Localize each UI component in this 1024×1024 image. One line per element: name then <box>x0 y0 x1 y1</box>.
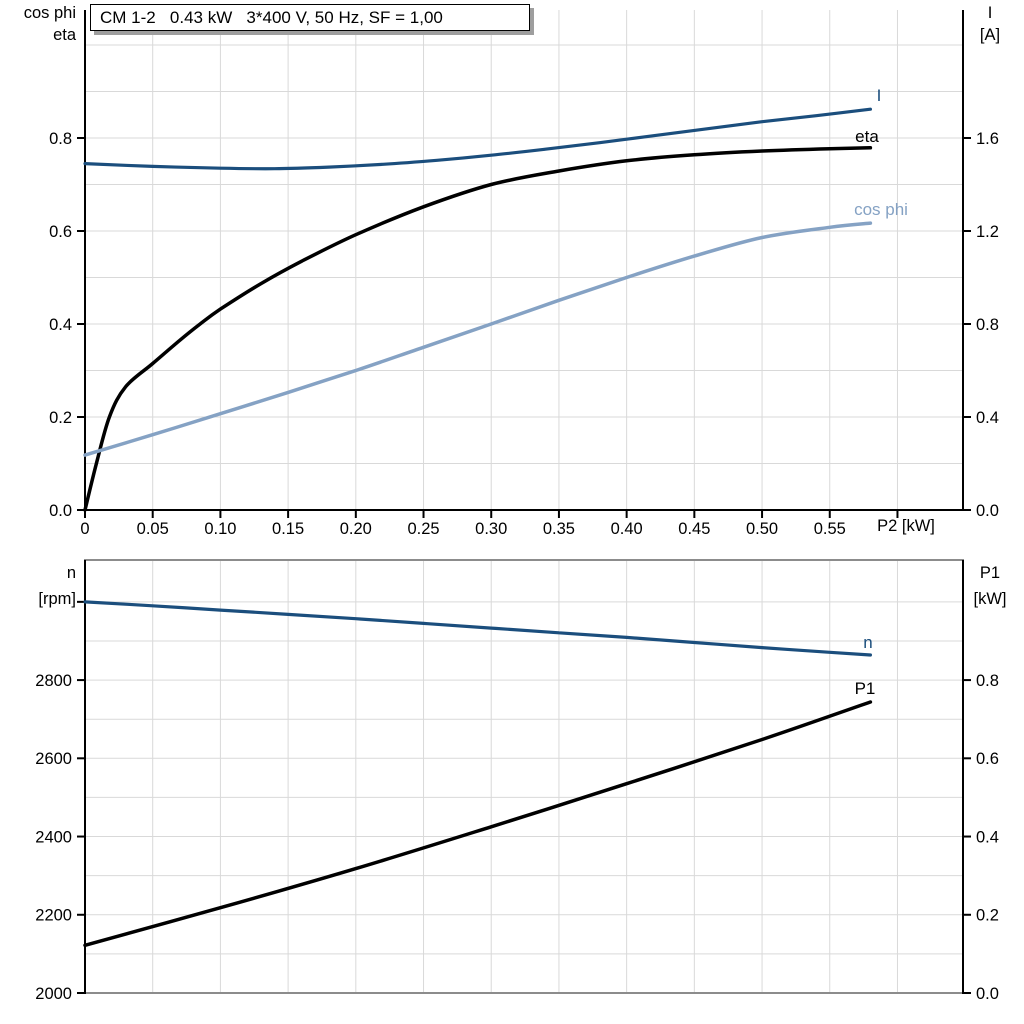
chart-lower: 2800 2600 2400 2200 2000 0.8 0.6 0.4 0.2 0.0 n P1 <box>35 559 999 1003</box>
right-tick-label: 0.4 <box>976 828 999 846</box>
left-tick-label: 0.4 <box>49 316 72 334</box>
x-tick-label: 0.55 <box>814 520 846 538</box>
curve-cos-phi <box>83 221 873 457</box>
title-box: CM 1-2 0.43 kW 3*400 V, 50 Hz, SF = 1,00 <box>90 4 530 31</box>
left-tick-label: 0.6 <box>49 223 72 241</box>
axis-title-p1: P1 <box>979 564 1001 582</box>
axis-title-p1-unit: [kW] <box>973 590 1007 608</box>
right-tick-label: 0.8 <box>976 316 999 334</box>
curve-p1 <box>83 700 873 948</box>
x-tick-label: 0.25 <box>407 520 439 538</box>
curve-label-eta: eta <box>855 127 879 146</box>
curve-label-cos-phi: cos phi <box>854 200 908 219</box>
upper-left-axis-title: cos phi eta <box>0 2 76 46</box>
right-tick-label: 1.2 <box>976 223 999 241</box>
right-tick-label: 0.2 <box>976 907 999 925</box>
chart-upper: 0.8 0.6 0.4 0.2 0.0 1.6 1.2 0.8 0.4 0.0 0 0.05 0.10 0… <box>49 10 999 538</box>
x-tick-label: 0.50 <box>746 520 778 538</box>
x-tick-label: 0.20 <box>340 520 372 538</box>
left-tick-label: 2600 <box>35 750 72 768</box>
curve-label-n: n <box>863 633 872 652</box>
left-tick-label: 2200 <box>35 907 72 925</box>
x-tick-label: 0 <box>80 520 89 538</box>
x-tick-label: 0.35 <box>543 520 575 538</box>
axis-title-current: I <box>987 4 993 22</box>
right-tick-label: 0.0 <box>976 985 999 1003</box>
axis-title-current-unit: [A] <box>979 26 1001 44</box>
lower-right-axis-title: P1 [kW] <box>964 560 1016 612</box>
curve-label-i: I <box>877 86 882 105</box>
x-axis-title-p2: P2 [kW] <box>877 517 935 535</box>
x-tick-label: 0.15 <box>272 520 304 538</box>
left-tick-label: 0.8 <box>49 130 72 148</box>
left-tick-label: 0.0 <box>49 502 72 520</box>
curve-n <box>83 600 872 657</box>
left-tick-label: 2800 <box>35 672 72 690</box>
axis-title-cos-phi: cos phi <box>23 4 76 22</box>
right-tick-label: 0.4 <box>976 409 999 427</box>
upper-right-axis-title: I [A] <box>964 2 1016 46</box>
left-tick-label: 0.2 <box>49 409 72 427</box>
x-tick-label: 0.40 <box>611 520 643 538</box>
curve-label-p1: P1 <box>855 679 876 698</box>
x-tick-label: 0.10 <box>204 520 236 538</box>
x-tick-label: 0.45 <box>678 520 710 538</box>
x-tick-label: 0.30 <box>475 520 507 538</box>
axis-title-speed-unit: [rpm] <box>38 590 76 608</box>
axis-title-speed: n <box>66 564 76 582</box>
right-tick-label: 0.0 <box>976 502 999 520</box>
lower-left-axis-title: n [rpm] <box>0 560 76 612</box>
curve-eta <box>83 146 873 512</box>
right-tick-label: 0.8 <box>976 672 999 690</box>
axis-title-eta: eta <box>53 26 76 44</box>
x-tick-label: 0.05 <box>137 520 169 538</box>
right-tick-label: 0.6 <box>976 750 999 768</box>
left-tick-label: 2000 <box>35 985 72 1003</box>
left-tick-label: 2400 <box>35 828 72 846</box>
curve-i <box>83 107 872 171</box>
right-tick-label: 1.6 <box>976 130 999 148</box>
